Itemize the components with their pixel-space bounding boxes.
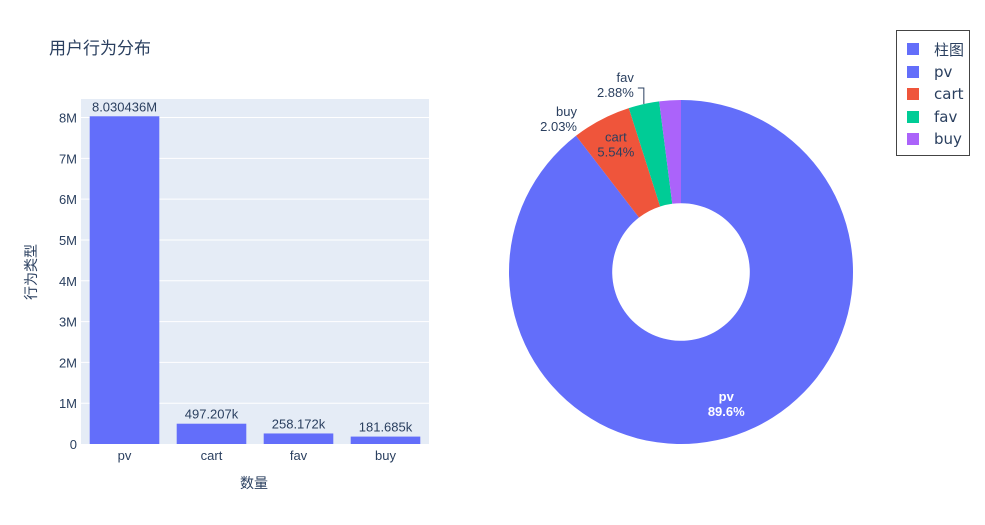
legend-label: cart: [934, 85, 964, 103]
bar-data-label: 497.207k: [185, 407, 239, 422]
bar-x-axis-label: 数量: [240, 475, 268, 491]
y-tick-label: 2M: [59, 355, 77, 370]
legend-swatch: [907, 43, 919, 55]
legend-label: 柱图: [934, 40, 965, 59]
legend: 柱图 pv cart fav buy: [896, 30, 970, 156]
bar-pv[interactable]: [89, 116, 160, 444]
legend-swatch: [907, 133, 919, 145]
y-tick-label: 8M: [59, 111, 77, 126]
x-tick-label: cart: [201, 448, 223, 463]
bar-data-label: 258.172k: [272, 416, 326, 431]
slice-cart[interactable]: [576, 108, 661, 218]
donut-chart-panel: pv 89.6% cart 5.54% fav 2.88% buy 2.03%: [509, 70, 854, 444]
bar-axis-ticks: 0 1M 2M 3M 4M 5M 6M 7M 8M pv cart fav buy: [59, 111, 397, 463]
legend-label: buy: [934, 130, 962, 148]
bar-cart[interactable]: [176, 423, 247, 444]
donut-labels: pv 89.6% cart 5.54% fav 2.88% buy 2.03%: [540, 70, 745, 419]
y-tick-label: 3M: [59, 315, 77, 330]
legend-swatch: [907, 88, 919, 100]
legend-item-buy[interactable]: buy: [907, 129, 962, 149]
bar-buy[interactable]: [350, 436, 421, 444]
legend-item-fav[interactable]: fav: [907, 107, 957, 127]
y-tick-label: 5M: [59, 233, 77, 248]
legend-swatch: [907, 110, 919, 123]
legend-item-bar[interactable]: 柱图: [907, 39, 964, 59]
y-tick-label: 4M: [59, 274, 77, 289]
slice-label: fav 2.88%: [597, 70, 634, 100]
legend-label: pv: [934, 62, 953, 81]
y-tick-label: 6M: [59, 192, 77, 207]
y-tick-label: 0: [70, 437, 77, 452]
slice-fav[interactable]: [628, 101, 673, 207]
slice-label: cart 5.54%: [597, 130, 634, 160]
legend-label: fav: [934, 107, 958, 126]
legend-swatch: [907, 65, 919, 78]
bar-series: 8.030436M 497.207k 258.172k 181.685k: [89, 99, 421, 444]
slice-leader-line: [637, 87, 645, 105]
slice-buy[interactable]: [659, 100, 681, 204]
legend-item-cart[interactable]: cart: [907, 84, 964, 104]
bar-chart-panel: 8.030436M 497.207k 258.172k 181.685k 0 1M 2M 3…: [23, 99, 429, 491]
y-tick-label: 7M: [59, 151, 77, 166]
bar-fav[interactable]: [263, 433, 334, 444]
legend-item-pv[interactable]: pv: [907, 62, 952, 82]
slice-label: buy 2.03%: [540, 104, 577, 134]
bar-data-label: 181.685k: [359, 420, 413, 435]
bar-data-label: 8.030436M: [92, 99, 157, 114]
slice-label: pv 89.6%: [708, 389, 745, 419]
chart-title: 用户行为分布: [49, 39, 151, 59]
bar-y-axis-label: 行为类型: [23, 244, 39, 300]
slice-pv[interactable]: [509, 100, 854, 444]
x-tick-label: pv: [118, 448, 132, 463]
x-tick-label: fav: [290, 448, 308, 463]
y-tick-label: 1M: [59, 396, 77, 411]
donut-slices: [509, 100, 854, 444]
x-tick-label: buy: [375, 448, 396, 463]
